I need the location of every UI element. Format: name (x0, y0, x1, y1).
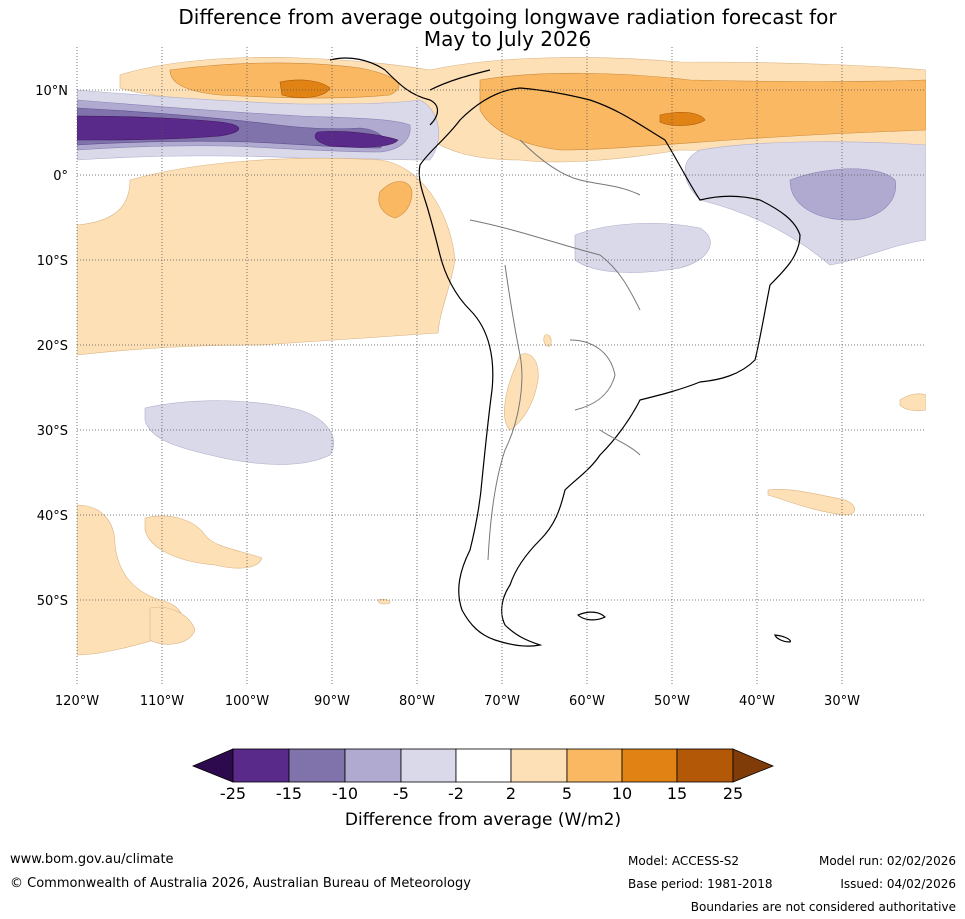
colorbar-swatch-8 (621, 748, 678, 783)
anomaly-region-orange-north-dark2 (659, 111, 706, 126)
anomaly-region-orange-north-mid2 (479, 72, 926, 151)
website-url[interactable]: www.bom.gov.au/climate (10, 852, 174, 867)
issued-date: Issued: 04/02/2026 (840, 877, 956, 891)
lat-label-0: 0° (53, 169, 68, 184)
colorbar-swatch-2 (288, 748, 346, 783)
map-title-line1: Difference from average outgoing longwav… (178, 5, 837, 29)
caribbean-coast (429, 69, 491, 91)
lat-label-40S: 40°S (37, 509, 68, 524)
border-3 (569, 339, 616, 411)
colorbar-swatch-7 (566, 748, 623, 783)
anomaly-region-orange-ecuador (378, 181, 413, 219)
anomaly-region-purple-darkest (77, 115, 240, 141)
colorbar-tick-3: -10 (332, 784, 358, 803)
lon-label-30W: 30°W (824, 694, 860, 709)
copyright-text: © Commonwealth of Australia 2026, Austra… (10, 876, 471, 891)
map-title-line2: May to July 2026 (423, 27, 592, 51)
border-2 (487, 264, 523, 561)
border-4 (519, 139, 641, 196)
lon-label-70W: 70°W (484, 694, 520, 709)
anomaly-region-orange-south-pacific3 (149, 606, 196, 645)
south-america-coastline (418, 87, 801, 647)
colorbar-tick-7: 5 (562, 784, 572, 803)
colorbar-swatch-3 (344, 748, 402, 783)
falklands (576, 611, 607, 621)
border-5 (599, 429, 641, 456)
colorbar-arrow-high (732, 748, 775, 783)
colorbar-tick-1: -25 (220, 784, 246, 803)
colorbar-tick-8: 10 (612, 784, 632, 803)
colorbar-swatch-1 (232, 748, 290, 783)
anomaly-region-orange-north-mid (169, 62, 400, 99)
model-run: Model run: 02/02/2026 (818, 854, 956, 868)
graticule (76, 47, 926, 685)
colorbar-swatch-6 (510, 748, 568, 783)
lon-label-100W: 100°W (225, 694, 269, 709)
anomaly-region-orange-south-pacific2 (144, 515, 263, 569)
lon-label-40W: 40°W (739, 694, 775, 709)
colorbar-swatch-4 (400, 748, 457, 783)
lon-label-60W: 60°W (569, 694, 605, 709)
anomaly-region-purple-darkest2 (314, 131, 399, 148)
colorbar-tick-6: 2 (506, 784, 516, 803)
border-1 (469, 219, 641, 311)
lon-label-110W: 110°W (140, 694, 184, 709)
lon-label-90W: 90°W (314, 694, 350, 709)
colorbar-tick-9: 15 (667, 784, 687, 803)
anomaly-region-orange-south-atlantic (767, 489, 856, 516)
central-america-coastline (329, 57, 439, 126)
lon-label-50W: 50°W (654, 694, 690, 709)
anomaly-region-orange-north-dark (279, 79, 331, 98)
colorbar-label: Difference from average (W/m2) (345, 810, 621, 830)
anomaly-region-purple-southeast-pacific (144, 400, 335, 465)
anomaly-field (77, 57, 926, 656)
colorbar-tick-2: -15 (276, 784, 302, 803)
lat-label-50S: 50°S (37, 594, 68, 609)
model-name: Model: ACCESS-S2 (628, 854, 740, 868)
anomaly-region-purple-atlantic-mid (789, 168, 897, 221)
anomaly-region-purple-brazil (574, 222, 711, 273)
country-borders (469, 139, 641, 561)
colorbar-swatch-9 (676, 748, 734, 783)
boundaries-disclaimer: Boundaries are not considered authoritat… (690, 900, 956, 914)
colorbar-tick-4: -5 (393, 784, 409, 803)
colorbar-tick-5: -2 (448, 784, 464, 803)
base-period: Base period: 1981-2018 (628, 877, 773, 891)
lat-label-10S: 10°S (37, 254, 68, 269)
anomaly-region-orange-east-pacific (77, 157, 456, 356)
lat-label-20S: 20°S (37, 339, 68, 354)
coastlines (329, 57, 801, 647)
anomaly-region-orange-small1 (543, 334, 552, 347)
anomaly-region-orange-south-atlantic2 (899, 393, 926, 412)
lon-label-120W: 120°W (55, 694, 99, 709)
colorbar (191, 748, 775, 783)
south-georgia (774, 634, 791, 643)
colorbar-arrow-low (191, 748, 234, 783)
lon-label-80W: 80°W (399, 694, 435, 709)
colorbar-tick-10: 25 (723, 784, 743, 803)
lat-label-10N: 10°N (35, 84, 68, 99)
lat-label-30S: 30°S (37, 424, 68, 439)
colorbar-swatch-5 (455, 748, 512, 783)
